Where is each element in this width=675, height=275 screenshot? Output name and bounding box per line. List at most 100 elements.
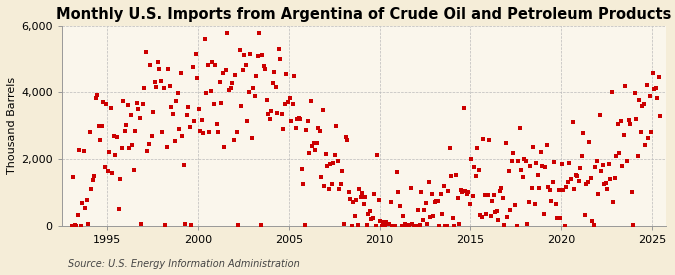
Point <box>552 216 563 221</box>
Point <box>97 124 107 129</box>
Point <box>389 223 400 228</box>
Point <box>198 131 209 135</box>
Point <box>140 50 151 54</box>
Point <box>77 200 88 205</box>
Point <box>487 199 497 203</box>
Point <box>464 202 475 207</box>
Point <box>653 75 664 79</box>
Point <box>260 67 271 71</box>
Point <box>381 220 392 224</box>
Point <box>205 89 216 93</box>
Point <box>204 130 215 135</box>
Point <box>462 190 473 194</box>
Point <box>602 187 613 192</box>
Point <box>292 117 302 121</box>
Point <box>649 87 659 91</box>
Point <box>372 153 383 158</box>
Point <box>133 107 144 111</box>
Point <box>377 223 387 228</box>
Point <box>335 182 346 186</box>
Point <box>166 104 177 109</box>
Point <box>279 102 290 106</box>
Point <box>535 150 546 154</box>
Point <box>236 103 246 108</box>
Point <box>652 96 663 100</box>
Point <box>251 74 262 78</box>
Point <box>319 184 329 188</box>
Point <box>157 130 168 134</box>
Point <box>277 111 288 116</box>
Point <box>354 187 364 191</box>
Point <box>501 141 512 145</box>
Point <box>378 220 389 224</box>
Point <box>333 159 344 163</box>
Point <box>240 62 251 67</box>
Point <box>497 195 508 200</box>
Point <box>431 199 441 204</box>
Point <box>329 153 340 157</box>
Point <box>334 186 345 191</box>
Point <box>641 82 652 87</box>
Point <box>201 91 212 95</box>
Point <box>434 223 445 228</box>
Point <box>348 200 358 204</box>
Point <box>537 164 547 168</box>
Point <box>572 174 583 178</box>
Point <box>263 112 274 117</box>
Point <box>505 208 516 212</box>
Point <box>328 161 339 165</box>
Point <box>599 182 610 186</box>
Point <box>281 72 292 76</box>
Point <box>460 189 470 193</box>
Point <box>195 128 206 133</box>
Point <box>632 154 643 158</box>
Point <box>127 142 138 147</box>
Point <box>560 223 570 228</box>
Point <box>435 192 446 196</box>
Point <box>249 94 260 98</box>
Point <box>289 73 300 78</box>
Point <box>307 143 318 148</box>
Point <box>357 190 368 195</box>
Point <box>499 223 510 227</box>
Point <box>418 208 429 213</box>
Point <box>590 165 601 170</box>
Point <box>399 222 410 227</box>
Point <box>524 164 535 168</box>
Point <box>155 78 166 83</box>
Point <box>272 111 283 116</box>
Point <box>425 214 435 219</box>
Point <box>84 130 95 134</box>
Point <box>315 129 325 133</box>
Point <box>472 146 483 151</box>
Point <box>439 184 450 189</box>
Point <box>180 222 190 226</box>
Point <box>567 120 578 124</box>
Point <box>529 202 540 206</box>
Point <box>574 166 585 170</box>
Point <box>122 103 133 107</box>
Point <box>233 223 244 228</box>
Point <box>178 163 189 167</box>
Point <box>323 187 334 192</box>
Point <box>317 108 328 112</box>
Point <box>597 163 608 167</box>
Point <box>304 151 315 155</box>
Point <box>321 152 331 156</box>
Point <box>209 102 219 107</box>
Point <box>273 46 284 51</box>
Point <box>556 162 567 166</box>
Point <box>451 173 462 178</box>
Point <box>429 200 440 204</box>
Point <box>534 186 545 191</box>
Point <box>566 177 576 182</box>
Point <box>478 137 489 141</box>
Point <box>149 80 160 84</box>
Point <box>116 145 127 150</box>
Point <box>623 117 634 122</box>
Point <box>325 161 335 166</box>
Point <box>213 130 224 134</box>
Point <box>111 135 122 140</box>
Point <box>618 133 629 137</box>
Point <box>408 223 419 228</box>
